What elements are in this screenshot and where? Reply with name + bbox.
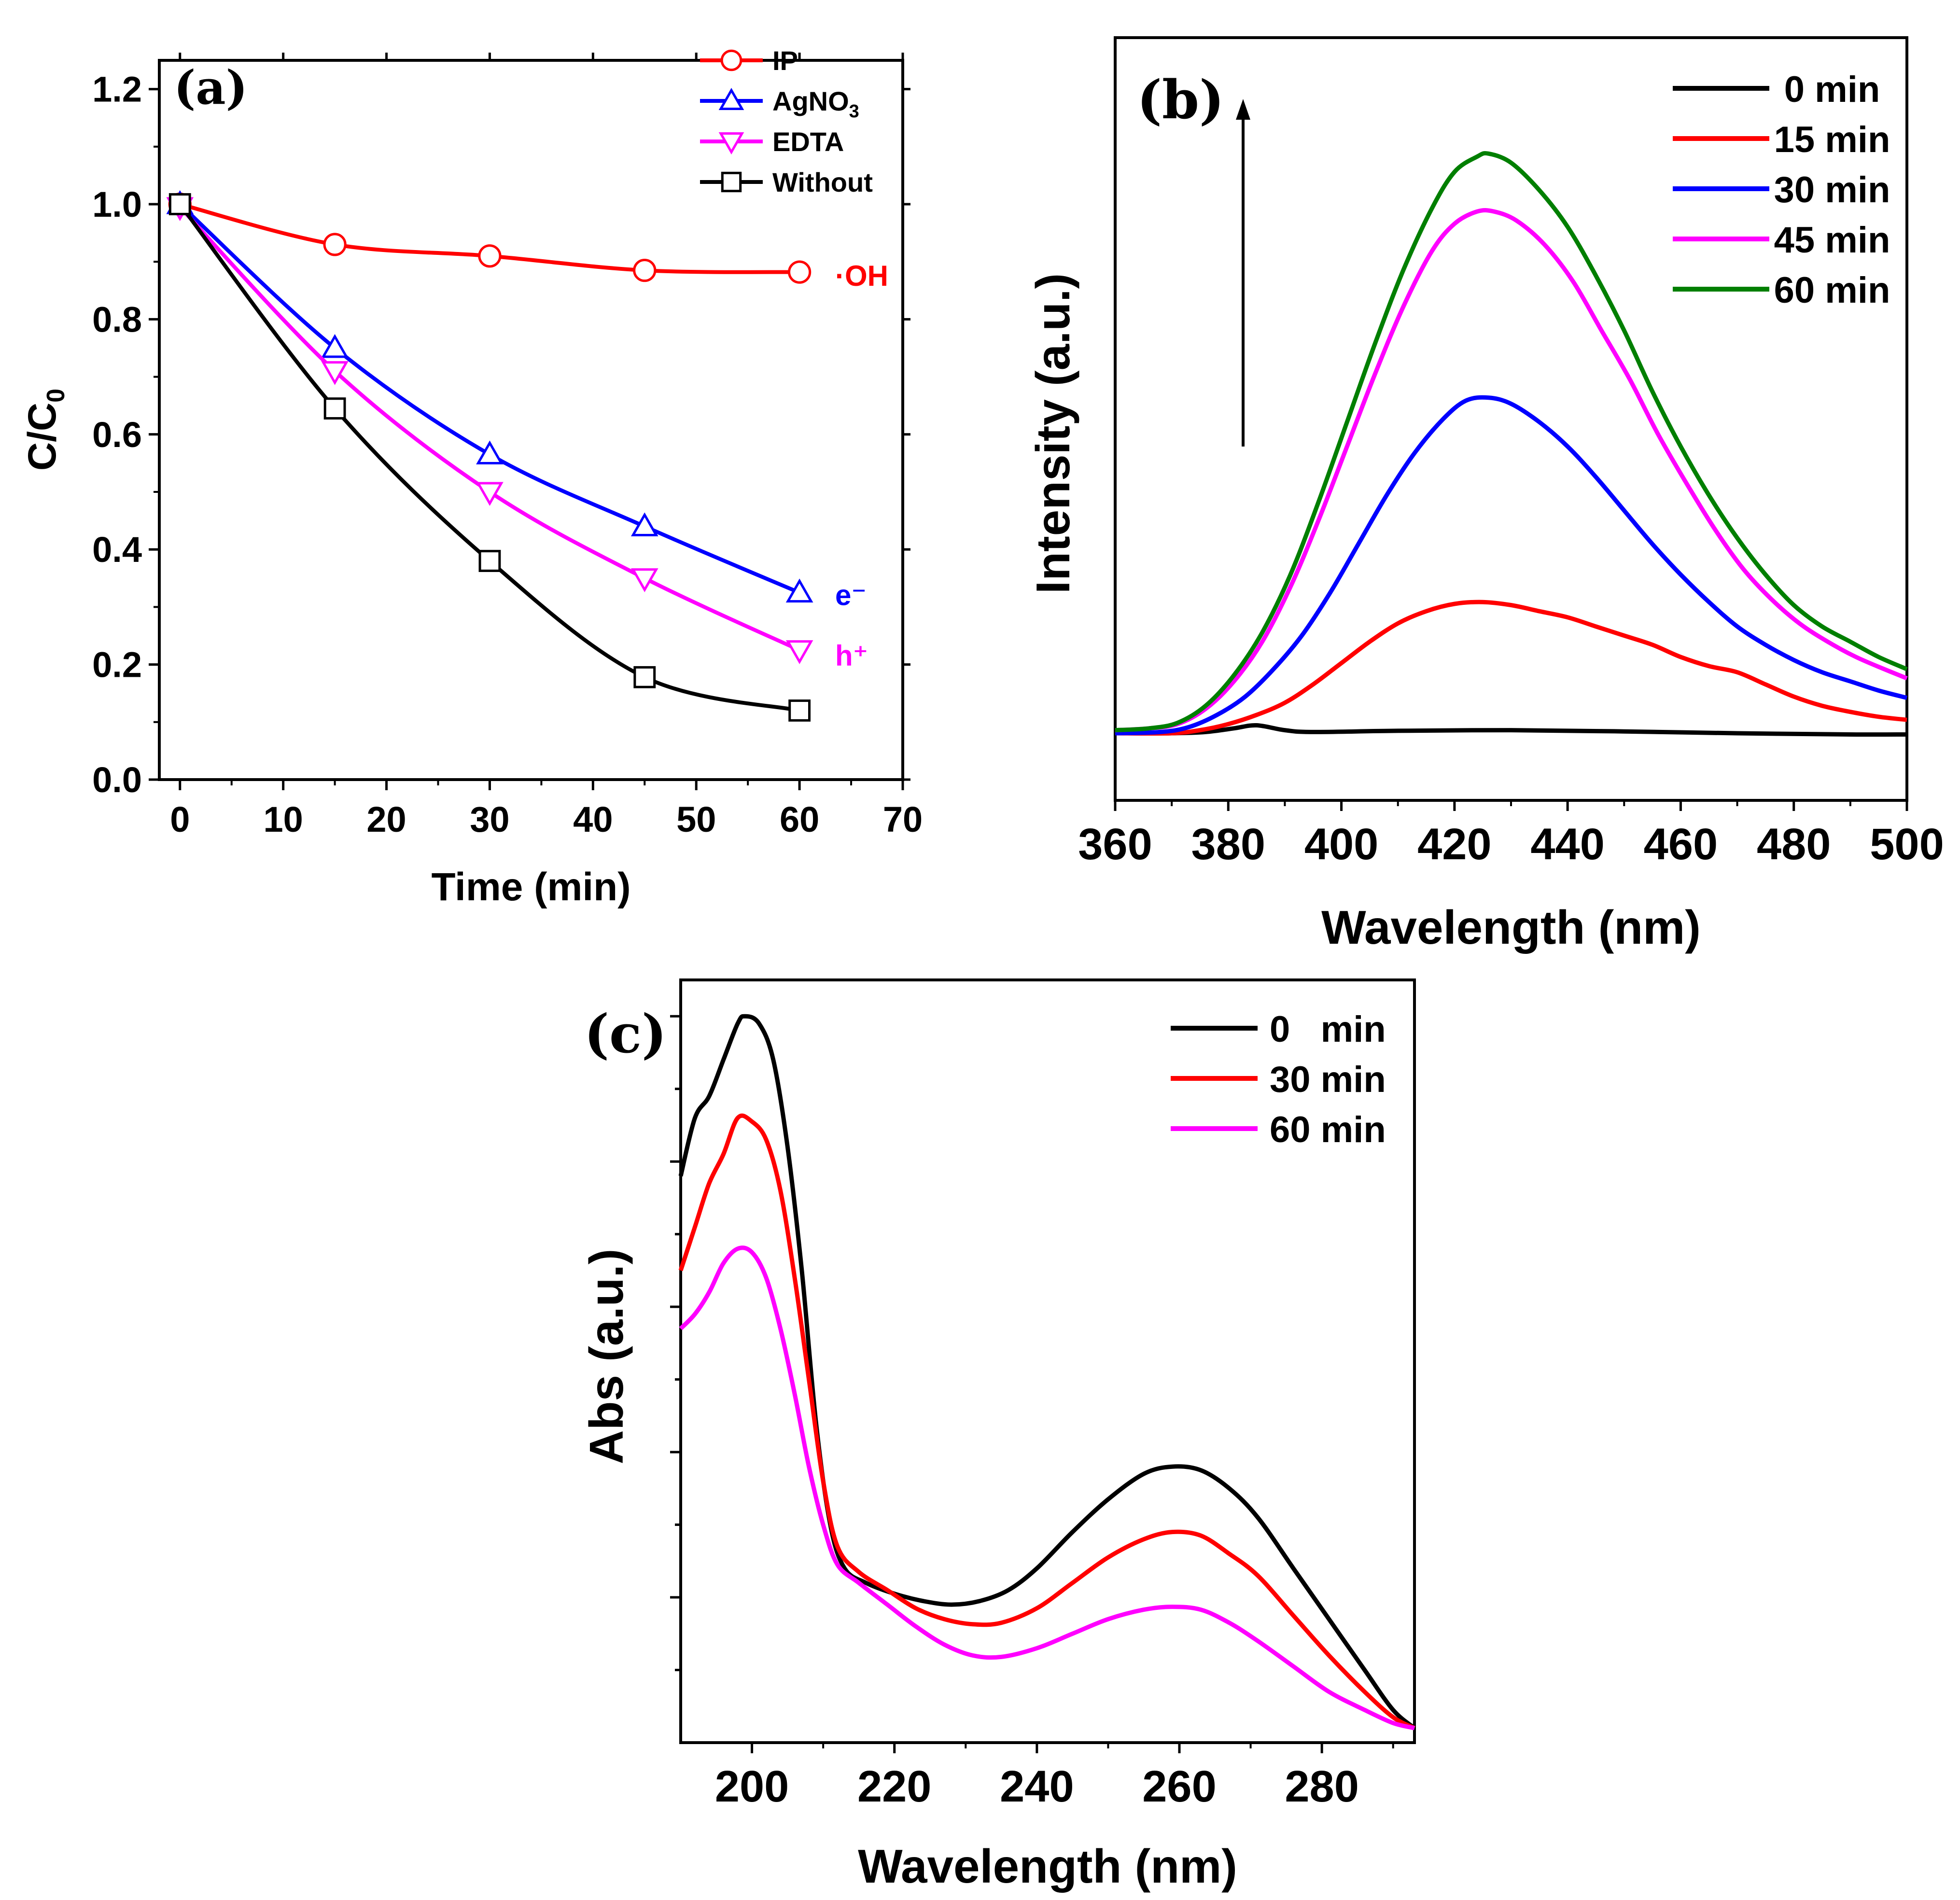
legend-label: 0 min <box>1784 69 1880 110</box>
y-tick-label: 0.4 <box>92 530 142 570</box>
data-point <box>788 699 811 722</box>
x-axis-label: Wavelength (nm) <box>858 1840 1237 1893</box>
legend-marker <box>720 49 742 71</box>
panel-c-chart: 200 220 240 260 280 Wavelength (nm) Abs (a.u.)… <box>580 978 1416 1893</box>
data-point <box>630 512 658 537</box>
x-tick-label: 420 <box>1417 820 1492 869</box>
legend-label-text: IP <box>772 45 798 76</box>
legend-label: 60 min <box>1270 1109 1386 1150</box>
data-point <box>788 260 812 284</box>
series-line-0-min <box>678 1014 1416 1730</box>
x-tick-label: 280 <box>1285 1762 1359 1811</box>
x-tick-label: 220 <box>857 1762 932 1811</box>
data-point <box>168 193 191 215</box>
x-tick-label: 360 <box>1078 820 1152 869</box>
series-line-60-min <box>679 1245 1415 1731</box>
y-axis-label-main: C/C <box>20 403 64 471</box>
y-axis-label: C/C0 <box>20 389 70 471</box>
data-point <box>323 397 346 420</box>
x-tick-label: 400 <box>1304 820 1379 869</box>
series-annotation: e⁻ <box>835 579 867 612</box>
legend-label-text: AgNO <box>772 86 849 116</box>
data-point <box>633 666 656 688</box>
y-axis-label: Intensity (a.u.) <box>1026 273 1079 594</box>
legend-label: AgNO3 <box>772 86 859 122</box>
x-tick-label: 30 <box>470 799 509 839</box>
x-tick-label: 240 <box>1000 1762 1074 1811</box>
legend-label: 15 min <box>1774 119 1890 160</box>
series-annotation: ·OH <box>835 260 888 292</box>
data-point <box>476 440 504 465</box>
legend-marker <box>718 87 744 110</box>
series-line-30-min <box>1115 395 1908 736</box>
x-tick-label: 70 <box>883 799 923 839</box>
x-axis-label: Time (min) <box>431 865 630 909</box>
y-axis-label-sub: 0 <box>42 389 70 403</box>
legend-marker <box>721 171 742 193</box>
legend-label: EDTA <box>772 126 844 157</box>
data-point <box>476 482 504 506</box>
data-point <box>785 640 813 664</box>
legend-label-sub: 3 <box>849 101 859 122</box>
x-tick-label: 20 <box>366 799 406 839</box>
x-tick-label: 440 <box>1530 820 1605 869</box>
x-axis-label: Wavelength (nm) <box>1321 901 1701 954</box>
legend-label: 30 min <box>1774 169 1890 210</box>
legend-label: 60 min <box>1774 270 1890 311</box>
data-point <box>323 233 347 256</box>
panel-b-chart: 360 380 400 420 440 460 480 500 Wavelength (nm) I… <box>1026 36 1944 954</box>
series-annotation: h⁺ <box>835 640 868 672</box>
y-tick-label: 0.2 <box>92 645 142 685</box>
data-point <box>630 568 658 592</box>
series-line-30-min <box>678 1113 1416 1730</box>
plot-frame <box>158 59 904 781</box>
series-line-60-min <box>1115 151 1908 733</box>
x-tick-label: 380 <box>1191 820 1266 869</box>
legend-label-text: EDTA <box>772 126 844 157</box>
y-tick-label: 1.0 <box>92 184 142 224</box>
legend-label: Without <box>772 167 873 197</box>
x-tick-label: 260 <box>1142 1762 1217 1811</box>
series-line-15-min <box>1115 600 1907 736</box>
x-tick-label: 460 <box>1644 820 1718 869</box>
panel-label: (b) <box>1137 69 1224 131</box>
x-tick-label: 60 <box>780 799 819 839</box>
x-tick-label: 0 <box>170 799 190 839</box>
panel-label: (a) <box>174 60 248 115</box>
panel-a-chart: 0 10 20 30 40 50 60 700.00.20.40.60.81.01.2Time… <box>20 45 923 909</box>
x-tick-label: 40 <box>573 799 613 839</box>
x-tick-label: 10 <box>264 799 303 839</box>
data-point <box>321 361 349 385</box>
data-point <box>785 578 813 603</box>
series-line-without <box>178 203 800 712</box>
legend-label: 30 min <box>1270 1059 1386 1100</box>
y-tick-label: 0.6 <box>92 415 142 455</box>
y-tick-label: 0.0 <box>92 760 142 800</box>
data-point <box>478 244 502 268</box>
series-line-0-min <box>1115 723 1907 737</box>
series-line-45-min <box>1115 208 1908 733</box>
legend-label: IP <box>772 45 798 76</box>
x-tick-label: 200 <box>715 1762 789 1811</box>
legend-label: 0 min <box>1270 1009 1386 1050</box>
legend-label: 45 min <box>1774 220 1890 261</box>
plot-frame <box>679 978 1416 1744</box>
x-tick-label: 500 <box>1870 820 1944 869</box>
y-axis-label: Abs (a.u.) <box>580 1249 633 1464</box>
x-tick-label: 50 <box>676 799 716 839</box>
y-tick-label: 0.8 <box>92 299 142 339</box>
data-point <box>633 258 657 282</box>
data-point <box>478 550 501 572</box>
data-point <box>321 334 349 358</box>
legend-label-text: Without <box>772 167 873 197</box>
legend-marker <box>718 132 744 155</box>
x-tick-label: 480 <box>1757 820 1831 869</box>
increase-arrow-head <box>1236 99 1250 120</box>
y-tick-label: 1.2 <box>92 70 142 110</box>
panel-label: (c) <box>584 1003 667 1065</box>
